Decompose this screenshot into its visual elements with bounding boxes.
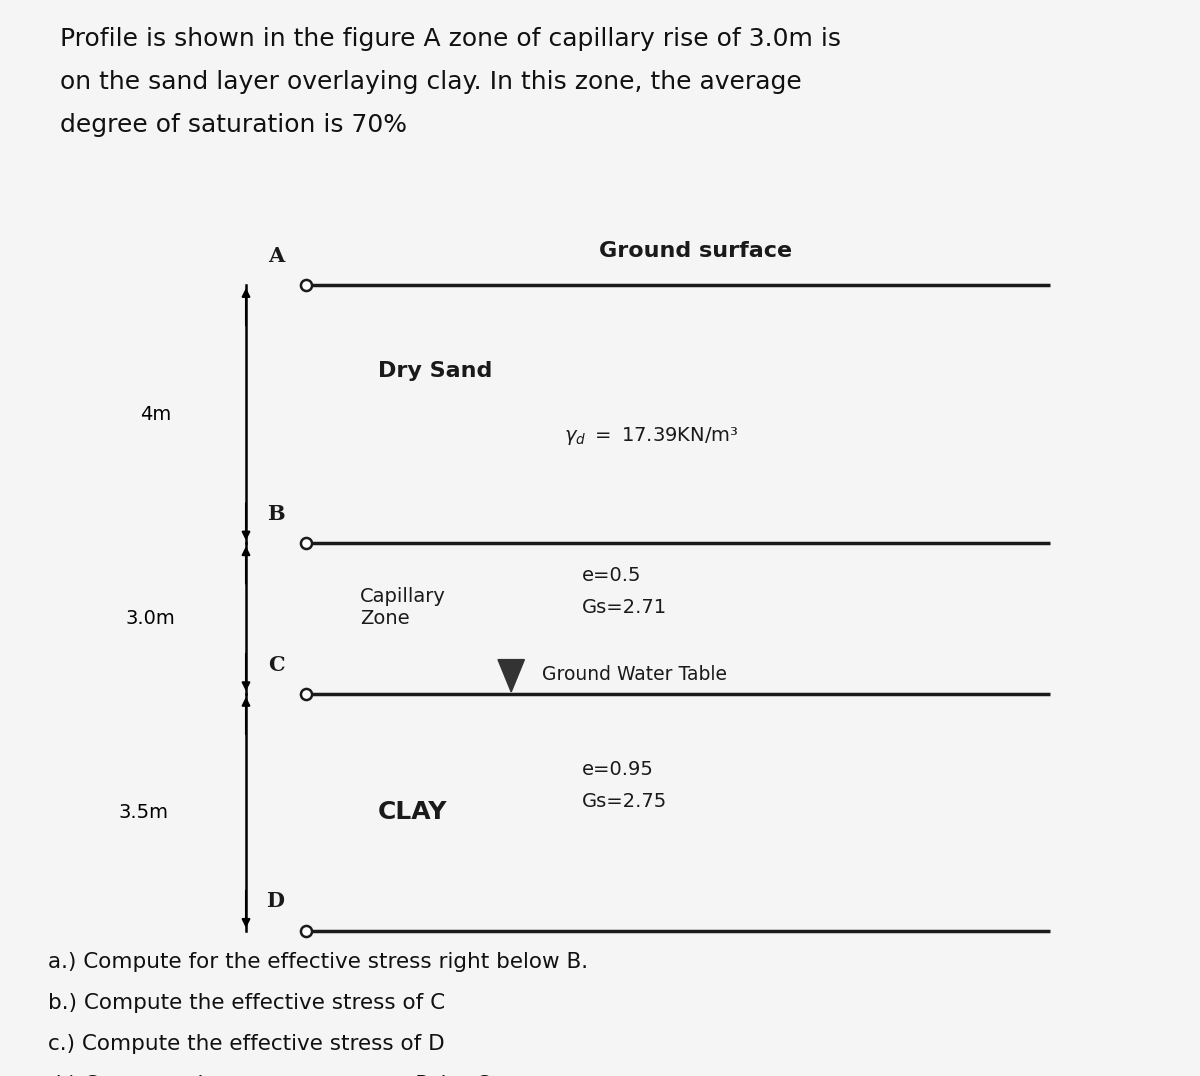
Text: Dry Sand: Dry Sand <box>378 362 492 381</box>
Text: Ground Water Table: Ground Water Table <box>542 665 727 684</box>
Text: C: C <box>268 654 284 675</box>
Text: Gs=2.75: Gs=2.75 <box>582 792 667 811</box>
Polygon shape <box>498 660 524 692</box>
Text: 3.0m: 3.0m <box>125 609 175 628</box>
Text: e=0.5: e=0.5 <box>582 566 642 585</box>
Text: $\mathit{\gamma_d}$ $=$ 17.39KN/m³: $\mathit{\gamma_d}$ $=$ 17.39KN/m³ <box>564 425 739 447</box>
Text: D: D <box>266 891 284 911</box>
Text: A: A <box>268 245 284 266</box>
Text: e=0.95: e=0.95 <box>582 760 654 779</box>
Text: c.) Compute the effective stress of D: c.) Compute the effective stress of D <box>48 1034 445 1054</box>
Text: Ground surface: Ground surface <box>600 241 792 261</box>
Text: a.) Compute for the effective stress right below B.: a.) Compute for the effective stress rig… <box>48 952 588 973</box>
Text: Profile is shown in the figure A zone of capillary rise of 3.0m is: Profile is shown in the figure A zone of… <box>60 27 841 51</box>
Text: CLAY: CLAY <box>378 801 448 824</box>
Text: d.) Compute the pore pressure at Point C: d.) Compute the pore pressure at Point C <box>48 1075 491 1076</box>
Text: B: B <box>266 504 284 524</box>
Text: on the sand layer overlaying clay. In this zone, the average: on the sand layer overlaying clay. In th… <box>60 70 802 94</box>
Text: Capillary
Zone: Capillary Zone <box>360 587 446 628</box>
Text: 3.5m: 3.5m <box>119 803 169 822</box>
Text: b.) Compute the effective stress of C: b.) Compute the effective stress of C <box>48 993 445 1014</box>
Text: Gs=2.71: Gs=2.71 <box>582 598 667 618</box>
Text: 4m: 4m <box>140 405 172 424</box>
Text: degree of saturation is 70%: degree of saturation is 70% <box>60 113 407 137</box>
